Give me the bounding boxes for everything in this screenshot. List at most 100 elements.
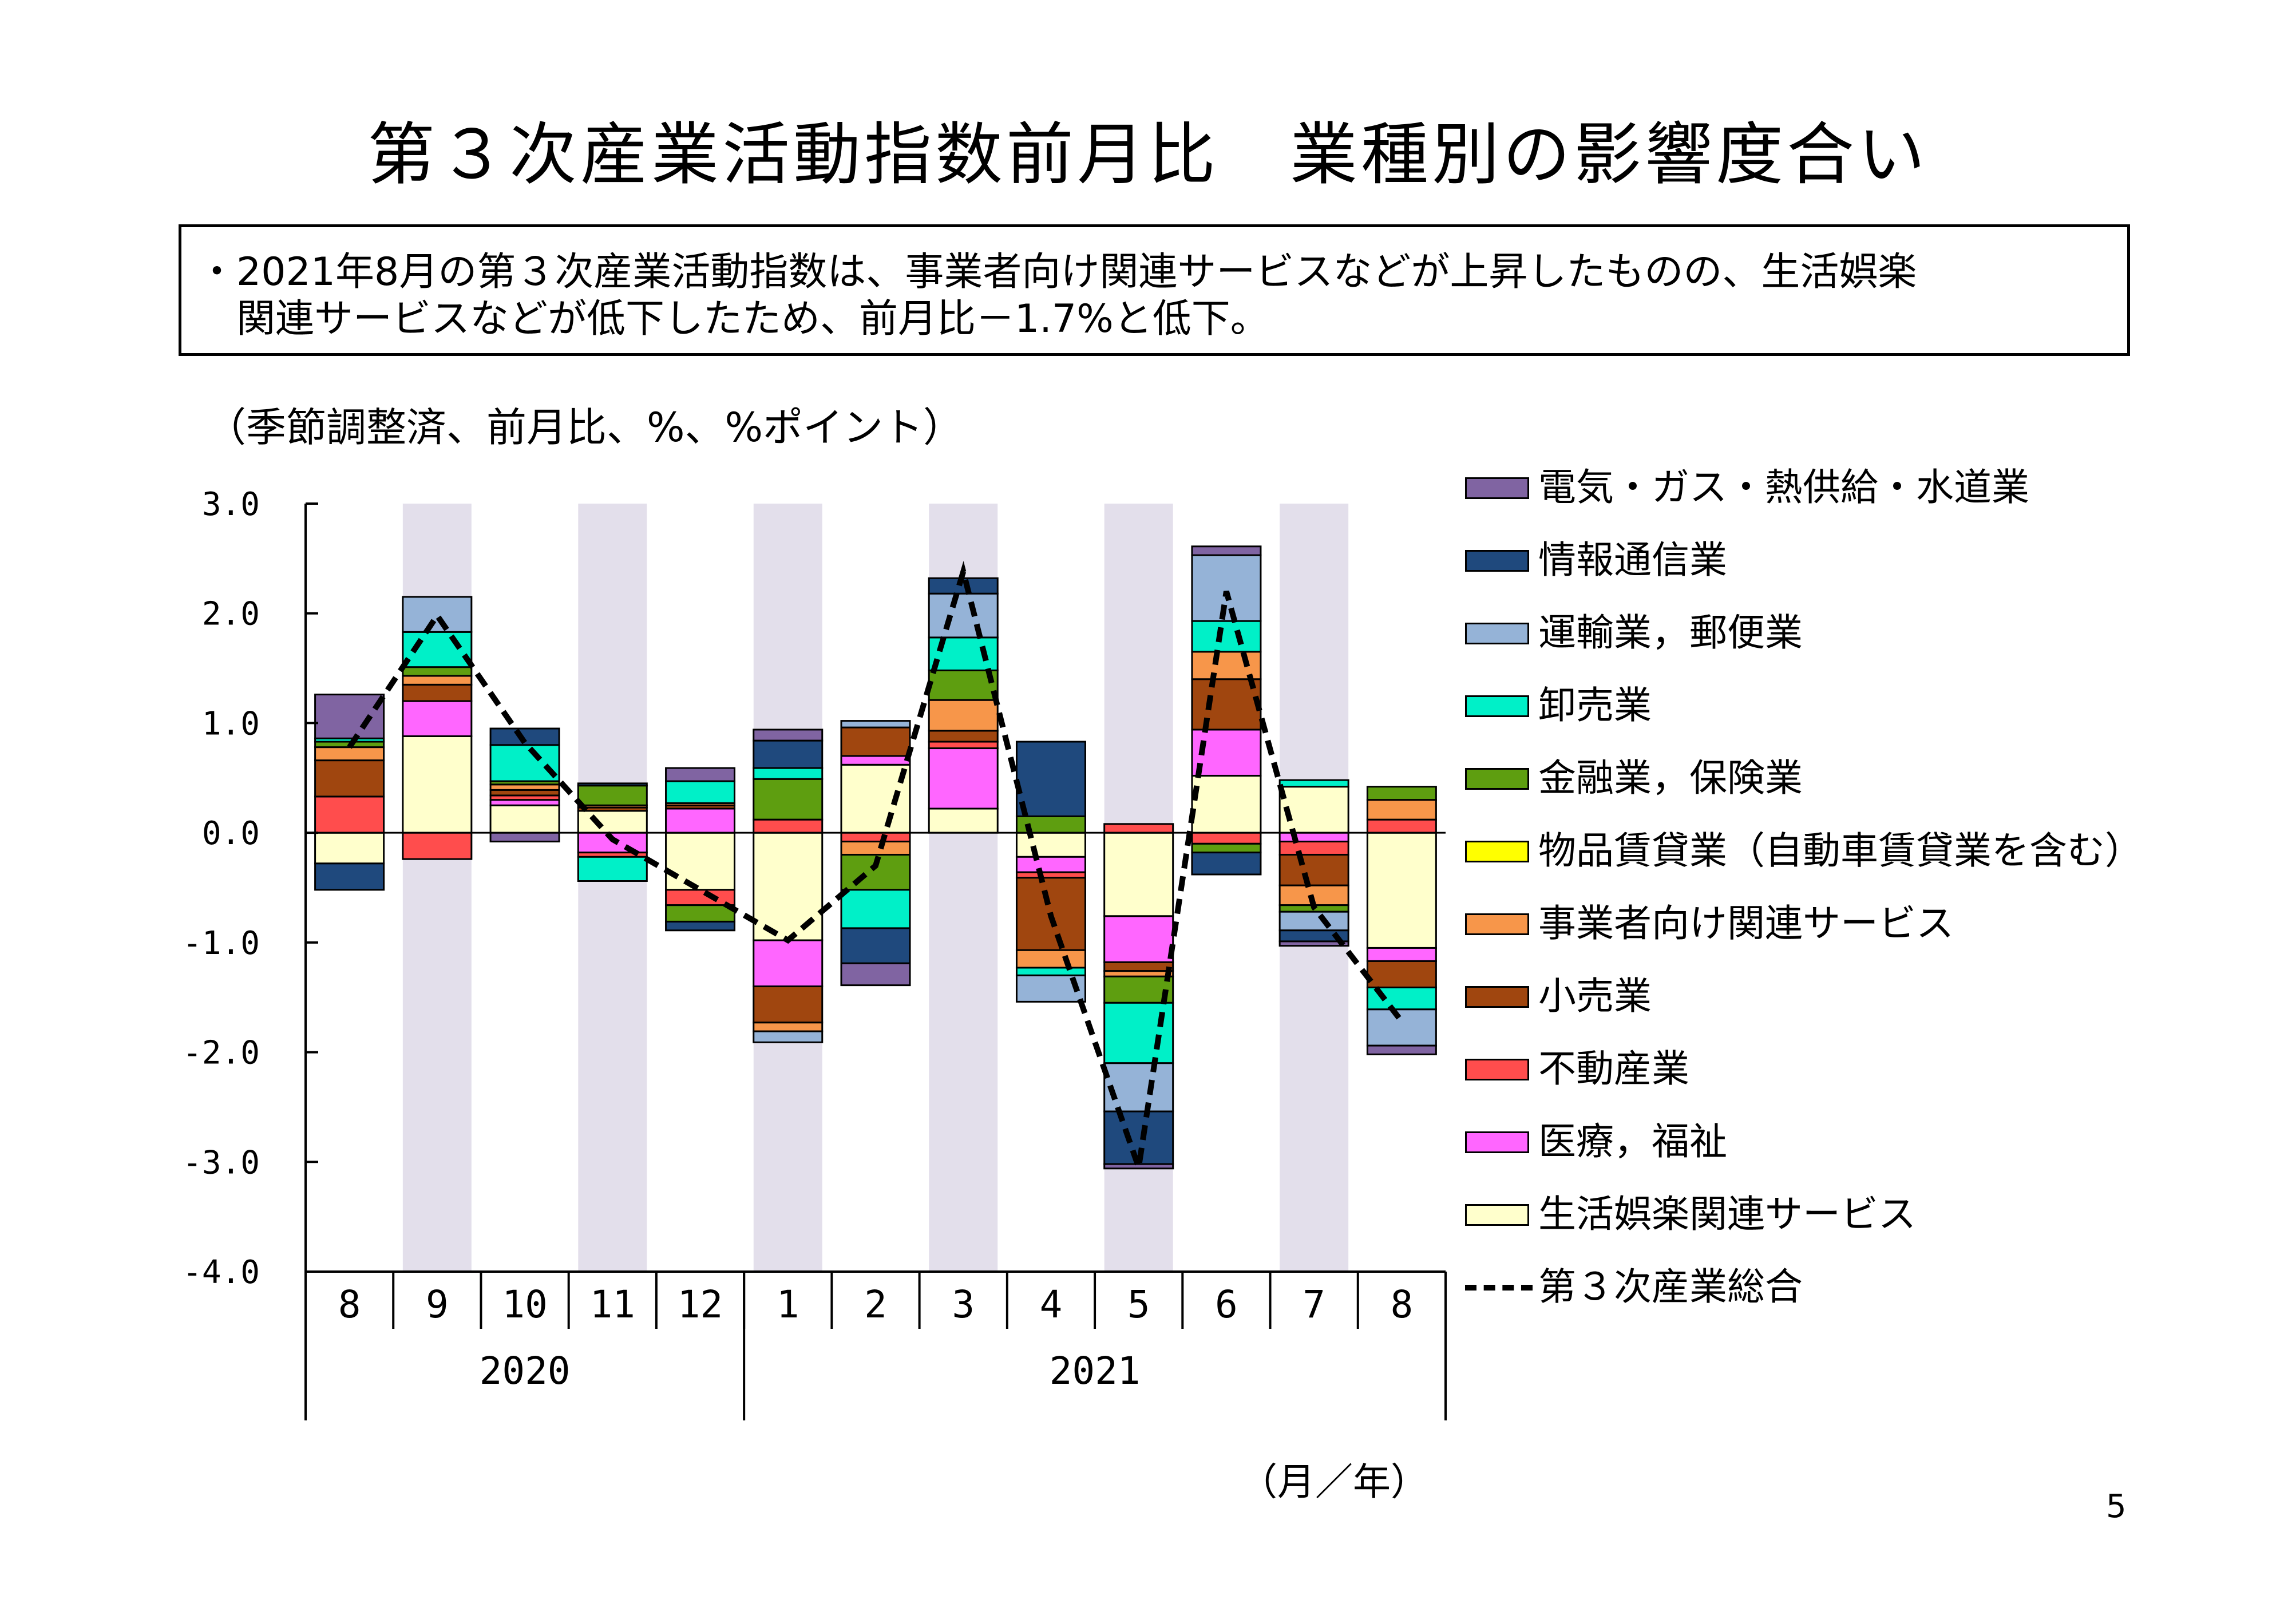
bar-segment — [928, 747, 999, 810]
bar-segment — [1366, 786, 1437, 801]
bar-segment — [753, 985, 824, 1024]
x-tick-label: 8 — [1391, 1282, 1414, 1327]
shaded-column — [578, 504, 647, 1272]
legend-swatch — [1465, 841, 1529, 862]
y-tick-label: 2.0 — [202, 596, 260, 633]
bar-segment — [1278, 840, 1349, 856]
legend-item: 小売業 — [1465, 967, 2152, 1030]
legend-label: 第３次産業総合 — [1538, 1265, 1803, 1309]
bar-segment — [314, 746, 385, 762]
bar-segment — [1103, 1001, 1174, 1064]
bar-segment — [314, 795, 385, 834]
x-tick-label: 3 — [952, 1282, 975, 1327]
bar-segment — [665, 904, 736, 923]
bar-segment — [840, 720, 911, 729]
bar-segment — [840, 726, 911, 757]
y-tick-label: 1.0 — [202, 705, 260, 742]
summary-box: ・2021年8月の第３次産業活動指数は、事業者向け関連サービスなどが上昇したもの… — [179, 224, 2130, 356]
bar-segment — [314, 862, 385, 891]
page-number: 5 — [2106, 1488, 2127, 1525]
bar-segment — [1366, 960, 1437, 988]
y-tick-label: -2.0 — [183, 1035, 260, 1072]
x-tick-label: 9 — [426, 1282, 449, 1327]
x-tick-label: 7 — [1303, 1282, 1325, 1327]
bar-segment — [928, 730, 999, 743]
bar-segment — [1103, 823, 1174, 834]
bar-segment — [928, 807, 999, 834]
legend-label: 事業者向け関連サービス — [1538, 901, 1954, 945]
bar-segment — [1103, 1062, 1174, 1113]
bar-segment — [402, 596, 473, 633]
legend-swatch — [1465, 1131, 1529, 1153]
legend-item: 金融業，保険業 — [1465, 749, 2152, 812]
bar-segment — [489, 744, 560, 782]
bar-segment — [1278, 940, 1349, 947]
bar-segment — [928, 699, 999, 732]
bar-segment — [1015, 856, 1086, 873]
bar-segment — [402, 683, 473, 702]
bar-segment — [1278, 853, 1349, 886]
bar-segment — [928, 741, 999, 750]
summary-text: ・2021年8月の第３次産業活動指数は、事業者向け関連サービスなどが上昇したもの… — [197, 250, 1917, 342]
y-tick-label: -1.0 — [183, 925, 260, 962]
legend-item: 物品賃貸業（自動車賃貸業を含む） — [1465, 821, 2152, 884]
bar-segment — [1366, 799, 1437, 821]
bar-segment — [489, 727, 560, 746]
bar-segment — [1103, 1163, 1174, 1170]
bar-segment — [840, 962, 911, 987]
legend-label: 物品賃貸業（自動車賃貸業を含む） — [1538, 829, 2143, 873]
legend-label: 小売業 — [1538, 974, 1652, 1018]
bar-segment — [402, 700, 473, 737]
legend-item: 電気・ガス・熱供給・水道業 — [1465, 458, 2152, 521]
bar-segment — [402, 675, 473, 686]
bar-segment — [402, 666, 473, 677]
bar-segment — [753, 767, 824, 780]
bar-segment — [840, 763, 911, 834]
legend-swatch — [1465, 695, 1529, 717]
bar-segment — [840, 889, 911, 929]
total-line — [347, 561, 1404, 1169]
bar-segment — [753, 739, 824, 769]
legend-label: 卸売業 — [1538, 683, 1652, 727]
y-tick-label: -3.0 — [183, 1144, 260, 1181]
year-label: 2020 — [480, 1349, 571, 1393]
bar-segment — [1366, 1044, 1437, 1055]
bar-segment — [1191, 774, 1262, 834]
page-title: 第３次産業活動指数前月比 業種別の影響度合い — [367, 115, 1929, 194]
legend-item: 医療，福祉 — [1465, 1112, 2152, 1175]
bar-segment — [1103, 975, 1174, 1004]
bar-segment — [665, 807, 736, 834]
bar-segment — [753, 1022, 824, 1032]
bar-segment — [1366, 818, 1437, 834]
x-axis-unit: （月／年） — [1240, 1460, 1428, 1504]
legend-item: 不動産業 — [1465, 1039, 2152, 1102]
legend-swatch — [1465, 768, 1529, 790]
bar-segment — [753, 729, 824, 742]
bar-segment — [665, 920, 736, 932]
x-tick-label: 2 — [864, 1282, 887, 1327]
legend-swatch — [1465, 477, 1529, 499]
bar-segment — [1015, 741, 1086, 817]
y-tick-label: 0.0 — [202, 815, 260, 852]
bar-segment — [1366, 832, 1437, 949]
bar-segment — [314, 832, 385, 865]
bar-segment — [665, 780, 736, 804]
legend-item: 卸売業 — [1465, 676, 2152, 739]
bar-segment — [577, 785, 648, 806]
bar-segment — [1366, 1008, 1437, 1047]
legend-item: 運輸業，郵便業 — [1465, 603, 2152, 666]
bar-segment — [577, 782, 648, 787]
bar-segment — [1278, 779, 1349, 788]
legend-swatch — [1465, 986, 1529, 1008]
legend-swatch — [1465, 1059, 1529, 1080]
bar-segment — [489, 832, 560, 842]
bar-segment — [1103, 915, 1174, 963]
legend-swatch — [1465, 1204, 1529, 1226]
bar-segment — [840, 832, 911, 842]
legend-swatch — [1465, 913, 1529, 935]
bar-segment — [314, 759, 385, 798]
bar-segment — [1103, 961, 1174, 972]
bar-segment — [753, 818, 824, 834]
bar-segment — [1191, 852, 1262, 876]
